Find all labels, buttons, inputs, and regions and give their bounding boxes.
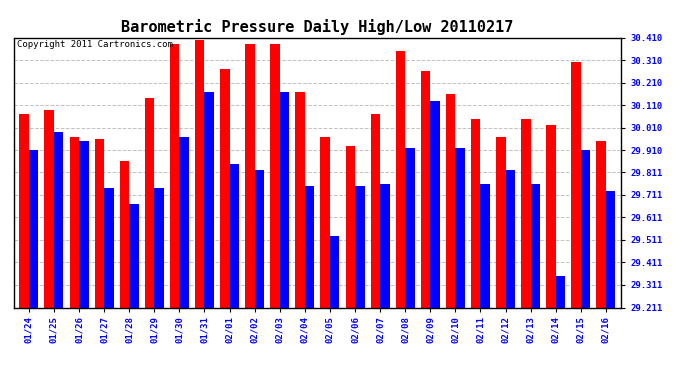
Bar	[279, 92, 289, 375]
Bar	[119, 161, 129, 375]
Bar	[320, 136, 330, 375]
Bar	[371, 114, 380, 375]
Bar	[195, 40, 204, 375]
Bar	[204, 92, 214, 375]
Bar	[546, 125, 555, 375]
Bar	[581, 150, 591, 375]
Title: Barometric Pressure Daily High/Low 20110217: Barometric Pressure Daily High/Low 20110…	[121, 19, 513, 35]
Bar	[230, 164, 239, 375]
Bar	[19, 114, 29, 375]
Bar	[79, 141, 88, 375]
Bar	[380, 184, 390, 375]
Bar	[496, 136, 506, 375]
Bar	[405, 148, 415, 375]
Text: Copyright 2011 Cartronics.com: Copyright 2011 Cartronics.com	[17, 40, 172, 49]
Bar	[346, 146, 355, 375]
Bar	[95, 139, 104, 375]
Bar	[431, 100, 440, 375]
Bar	[355, 186, 364, 375]
Bar	[179, 136, 189, 375]
Bar	[170, 44, 179, 375]
Bar	[421, 71, 431, 375]
Bar	[596, 141, 606, 375]
Bar	[330, 236, 339, 375]
Bar	[129, 204, 139, 375]
Bar	[29, 150, 39, 375]
Bar	[480, 184, 490, 375]
Bar	[220, 69, 230, 375]
Bar	[305, 186, 315, 375]
Bar	[506, 170, 515, 375]
Bar	[446, 94, 455, 375]
Bar	[395, 51, 405, 375]
Bar	[104, 188, 114, 375]
Bar	[145, 98, 155, 375]
Bar	[255, 170, 264, 375]
Bar	[295, 92, 305, 375]
Bar	[531, 184, 540, 375]
Bar	[455, 148, 465, 375]
Bar	[44, 110, 54, 375]
Bar	[471, 118, 480, 375]
Bar	[555, 276, 565, 375]
Bar	[155, 188, 164, 375]
Bar	[245, 44, 255, 375]
Bar	[521, 118, 531, 375]
Bar	[70, 136, 79, 375]
Bar	[270, 44, 279, 375]
Bar	[571, 62, 581, 375]
Bar	[606, 190, 615, 375]
Bar	[54, 132, 63, 375]
